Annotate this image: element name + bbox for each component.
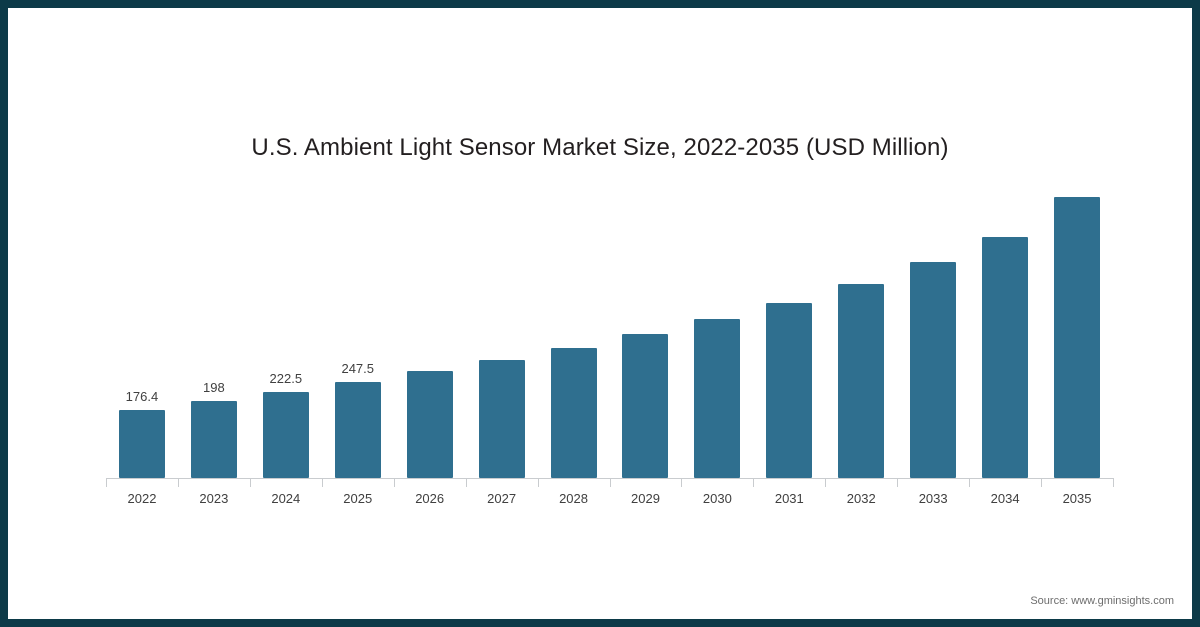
x-axis-tick: [249, 478, 251, 487]
bar-2035[interactable]: [1054, 196, 1101, 478]
bar-2023[interactable]: [190, 401, 237, 478]
x-axis-tick: [825, 478, 827, 487]
source-attribution: Source: www.gminsights.com: [1030, 595, 1174, 607]
bar-slot: [753, 183, 825, 478]
plot-area: 176.4 198 222.5 247.5: [106, 183, 1113, 478]
bar-2032[interactable]: [838, 283, 885, 478]
x-axis-tick: [106, 478, 107, 487]
x-axis-label-2028: 2028: [559, 491, 588, 506]
bar-slot: [610, 183, 682, 478]
x-axis-tick: [393, 478, 395, 487]
x-axis-label-2025: 2025: [343, 491, 373, 506]
bar-slot: [394, 183, 466, 478]
bar-2034[interactable]: [982, 237, 1029, 478]
bar-slot: 222.5: [250, 183, 322, 478]
bar-slot: [1041, 183, 1113, 478]
x-axis-tick: [681, 478, 683, 487]
bar-value-label-2024: 222.5: [269, 370, 303, 386]
bar-2028[interactable]: [550, 347, 597, 478]
x-axis-label-2029: 2029: [631, 491, 660, 506]
bar-slot: [897, 183, 969, 478]
x-axis-label-2034: 2034: [990, 491, 1020, 506]
x-axis-tick: [1113, 478, 1114, 487]
x-axis-tick: [897, 478, 899, 487]
x-axis-tick: [177, 478, 179, 487]
bar-2029[interactable]: [622, 334, 669, 478]
bar-slot: [825, 183, 897, 478]
bar-2031[interactable]: [766, 302, 813, 478]
bar-slot: [538, 183, 610, 478]
x-axis-label-2030: 2030: [702, 491, 732, 506]
bar-slot: [969, 183, 1041, 478]
x-axis-tick: [609, 478, 611, 487]
x-axis-label-2023: 2023: [199, 491, 229, 506]
bar-slot: 176.4: [106, 183, 178, 478]
bar-2033[interactable]: [910, 262, 957, 478]
bar-slot: 198: [178, 183, 250, 478]
bar-value-label-2025: 247.5: [341, 360, 375, 376]
x-axis-label-2027: 2027: [487, 491, 517, 506]
x-axis-tick: [1041, 478, 1043, 487]
x-axis-tick: [969, 478, 971, 487]
x-axis-label-2035: 2035: [1062, 491, 1092, 506]
bar-slot: [466, 183, 538, 478]
page-title: U.S. Ambient Light Sensor Market Size, 2…: [251, 134, 949, 161]
x-axis-tick: [537, 478, 539, 487]
x-axis-label-2033: 2033: [918, 491, 948, 506]
x-axis-tick: [321, 478, 323, 487]
bar-2026[interactable]: [406, 371, 453, 478]
bar-2030[interactable]: [694, 319, 741, 478]
x-axis-label-2022: 2022: [127, 491, 157, 506]
bar-slot: [681, 183, 753, 478]
bar-2024[interactable]: [262, 391, 309, 478]
bar-slot: 247.5: [322, 183, 394, 478]
bar-2022[interactable]: [118, 409, 165, 478]
x-axis-label-2024: 2024: [271, 491, 301, 506]
bar-2025[interactable]: [334, 381, 381, 478]
bar-value-label-2023: 198: [203, 380, 225, 396]
x-axis-label-2032: 2032: [846, 491, 876, 506]
x-axis-label-2031: 2031: [774, 491, 804, 506]
bar-value-label-2022: 176.4: [125, 388, 159, 404]
x-axis-label-2026: 2026: [415, 491, 445, 506]
x-axis-tick: [465, 478, 467, 487]
x-axis-tick: [753, 478, 755, 487]
bar-2027[interactable]: [478, 360, 525, 478]
